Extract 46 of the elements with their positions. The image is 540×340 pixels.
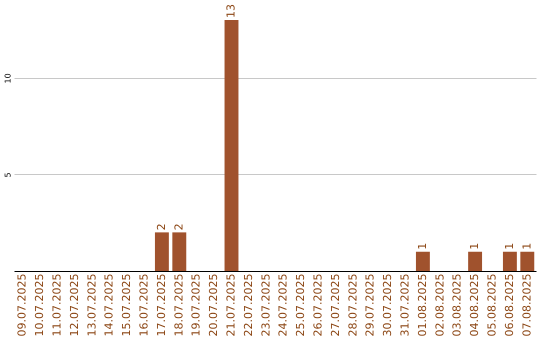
x-tick-label: 25.07.2025 [294,274,308,336]
x-tick-label: 17.07.2025 [154,274,168,336]
x-tick-label: 02.08.2025 [433,274,446,336]
x-tick-label: 06.08.2025 [502,274,516,336]
x-tick-label: 18.07.2025 [172,274,186,336]
x-tick-label: 11.07.2025 [50,274,64,336]
bar [154,232,169,271]
data-label: 2 [172,223,186,230]
bar [172,232,186,271]
x-tick-label: 20.07.2025 [207,274,220,336]
data-label: 1 [468,242,482,250]
x-tick-label: 04.08.2025 [468,274,482,336]
x-tick-label: 21.07.2025 [224,274,238,336]
x-tick-label: 24.07.2025 [276,274,290,336]
x-tick-label: 14.07.2025 [102,274,116,336]
x-tick-label: 16.07.2025 [138,274,150,336]
y-tick-label: 10 [4,73,12,84]
x-tick-label: 29.07.2025 [364,274,377,336]
x-tick-label: 07.08.2025 [520,274,534,336]
data-label: 13 [224,4,238,18]
x-tick-label: 27.07.2025 [328,274,342,336]
x-tick-label: 01.08.2025 [416,274,429,336]
x-tick-label: 26.07.2025 [312,274,324,336]
x-tick-label: 30.07.2025 [381,274,394,336]
x-tick-label: 23.07.2025 [259,274,272,336]
x-tick-label: 03.08.2025 [450,274,464,336]
data-label: 2 [154,223,168,230]
bar [468,252,482,271]
data-label: 1 [520,242,534,250]
y-tick-label: 5 [4,172,12,178]
x-tick-label: 19.07.2025 [190,274,203,336]
data-label: 1 [502,242,516,250]
x-tick-label: 31.07.2025 [398,274,412,336]
x-tick-label: 05.08.2025 [486,274,498,336]
x-tick-label: 28.07.2025 [346,274,360,336]
x-tick-label: 15.07.2025 [120,274,134,336]
x-tick-label: 12.07.2025 [68,274,81,336]
x-tick-label: 13.07.2025 [85,274,98,336]
data-label: 1 [416,242,429,250]
bar [224,20,238,271]
x-tick-label: 10.07.2025 [33,274,46,336]
x-tick-label: 22.07.2025 [242,274,255,336]
bar [416,252,430,271]
x-tick-label: 09.07.2025 [16,274,29,336]
bar [502,252,517,271]
bar [520,252,534,271]
